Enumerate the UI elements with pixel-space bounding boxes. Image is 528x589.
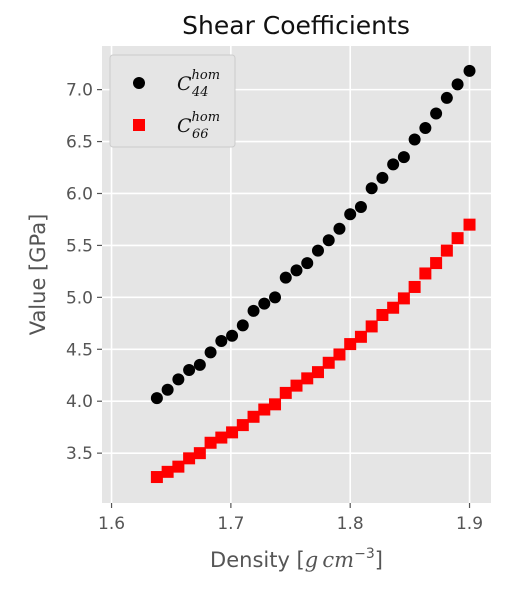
legend-marker-circle (133, 77, 145, 89)
data-point-c66 (193, 447, 206, 460)
data-point-c66 (269, 398, 282, 411)
x-tick-label: 1.9 (456, 514, 483, 534)
data-point-c66 (322, 356, 335, 369)
data-point-c44 (236, 319, 249, 332)
data-point-c44 (408, 133, 421, 146)
legend-marker-square (133, 119, 145, 131)
data-point-c44 (463, 64, 476, 77)
data-point-c44 (150, 392, 163, 405)
y-tick-label: 3.5 (66, 444, 93, 464)
data-point-c44 (161, 383, 174, 396)
data-point-c66 (397, 292, 410, 305)
y-tick-label: 6.5 (66, 133, 93, 153)
data-point-c44 (279, 271, 292, 284)
grid-lines (102, 46, 491, 503)
y-axis-label: Value [GPa] (26, 214, 50, 336)
data-point-c66 (365, 320, 378, 333)
data-point-c66 (215, 431, 228, 444)
x-tick-label: 1.6 (98, 514, 125, 534)
data-point-c66 (183, 452, 196, 465)
legend: Chom 44 Chom 66 (109, 54, 236, 148)
y-tick-label: 6.0 (66, 184, 93, 204)
data-point-c44 (365, 182, 378, 195)
data-point-c44 (451, 78, 464, 91)
y-tick-label: 5.0 (66, 288, 93, 308)
data-point-c66 (247, 410, 260, 423)
data-point-c66 (204, 436, 217, 449)
data-point-c44 (387, 158, 400, 171)
data-point-c44 (333, 222, 346, 235)
x-axis-ticks: 1.6 1.7 1.8 1.9 (98, 503, 483, 534)
data-point-c66 (440, 244, 453, 257)
data-point-c44 (419, 122, 432, 135)
x-axis-label: Density [g cm−3] (210, 546, 383, 572)
data-point-c44 (193, 358, 206, 371)
x-tick-label: 1.7 (217, 514, 244, 534)
data-point-c66 (161, 465, 174, 478)
y-tick-label: 7.0 (66, 81, 93, 101)
legend-label: Chom 66 (177, 110, 220, 142)
data-point-c66 (150, 471, 163, 484)
data-point-c66 (408, 280, 421, 293)
data-point-c44 (301, 257, 314, 270)
data-point-c66 (301, 372, 314, 385)
y-tick-label: 4.0 (66, 392, 93, 412)
data-point-c44 (440, 91, 453, 104)
y-tick-label: 4.5 (66, 340, 93, 360)
series-1 (150, 218, 476, 484)
data-point-c66 (290, 379, 303, 392)
data-point-c66 (236, 419, 249, 432)
data-point-c66 (279, 386, 292, 399)
data-point-c44 (247, 304, 260, 317)
data-point-c66 (354, 330, 367, 343)
data-point-c66 (226, 426, 239, 439)
data-point-c44 (354, 200, 367, 213)
data-point-c44 (322, 234, 335, 247)
chart-title: Shear Coefficients (182, 11, 410, 40)
data-point-c66 (451, 232, 464, 245)
data-point-c66 (430, 257, 443, 270)
y-axis-ticks: 3.5 4.0 4.5 5.0 5.5 6.0 6.5 7.0 (66, 81, 102, 464)
data-point-c66 (376, 309, 389, 322)
legend-label: Chom 44 (177, 68, 220, 100)
data-point-c44 (269, 291, 282, 304)
data-point-c44 (397, 151, 410, 164)
data-points (150, 64, 476, 484)
y-tick-label: 5.5 (66, 236, 93, 256)
data-point-c66 (419, 267, 432, 280)
data-point-c44 (258, 297, 271, 310)
data-point-c66 (258, 403, 271, 416)
data-point-c44 (311, 244, 324, 257)
data-point-c44 (376, 171, 389, 184)
data-point-c66 (344, 338, 357, 351)
x-tick-label: 1.8 (337, 514, 364, 534)
series-0 (150, 64, 476, 405)
data-point-c66 (463, 218, 476, 231)
data-point-c44 (344, 208, 357, 221)
data-point-c44 (226, 329, 239, 342)
data-point-c66 (311, 366, 324, 379)
data-point-c44 (430, 107, 443, 120)
data-point-c66 (387, 301, 400, 314)
data-point-c44 (204, 346, 217, 359)
data-point-c44 (290, 264, 303, 277)
data-point-c44 (215, 334, 228, 347)
data-point-c66 (172, 460, 185, 473)
data-point-c44 (183, 364, 196, 377)
data-point-c44 (172, 373, 185, 386)
data-point-c66 (333, 348, 346, 361)
